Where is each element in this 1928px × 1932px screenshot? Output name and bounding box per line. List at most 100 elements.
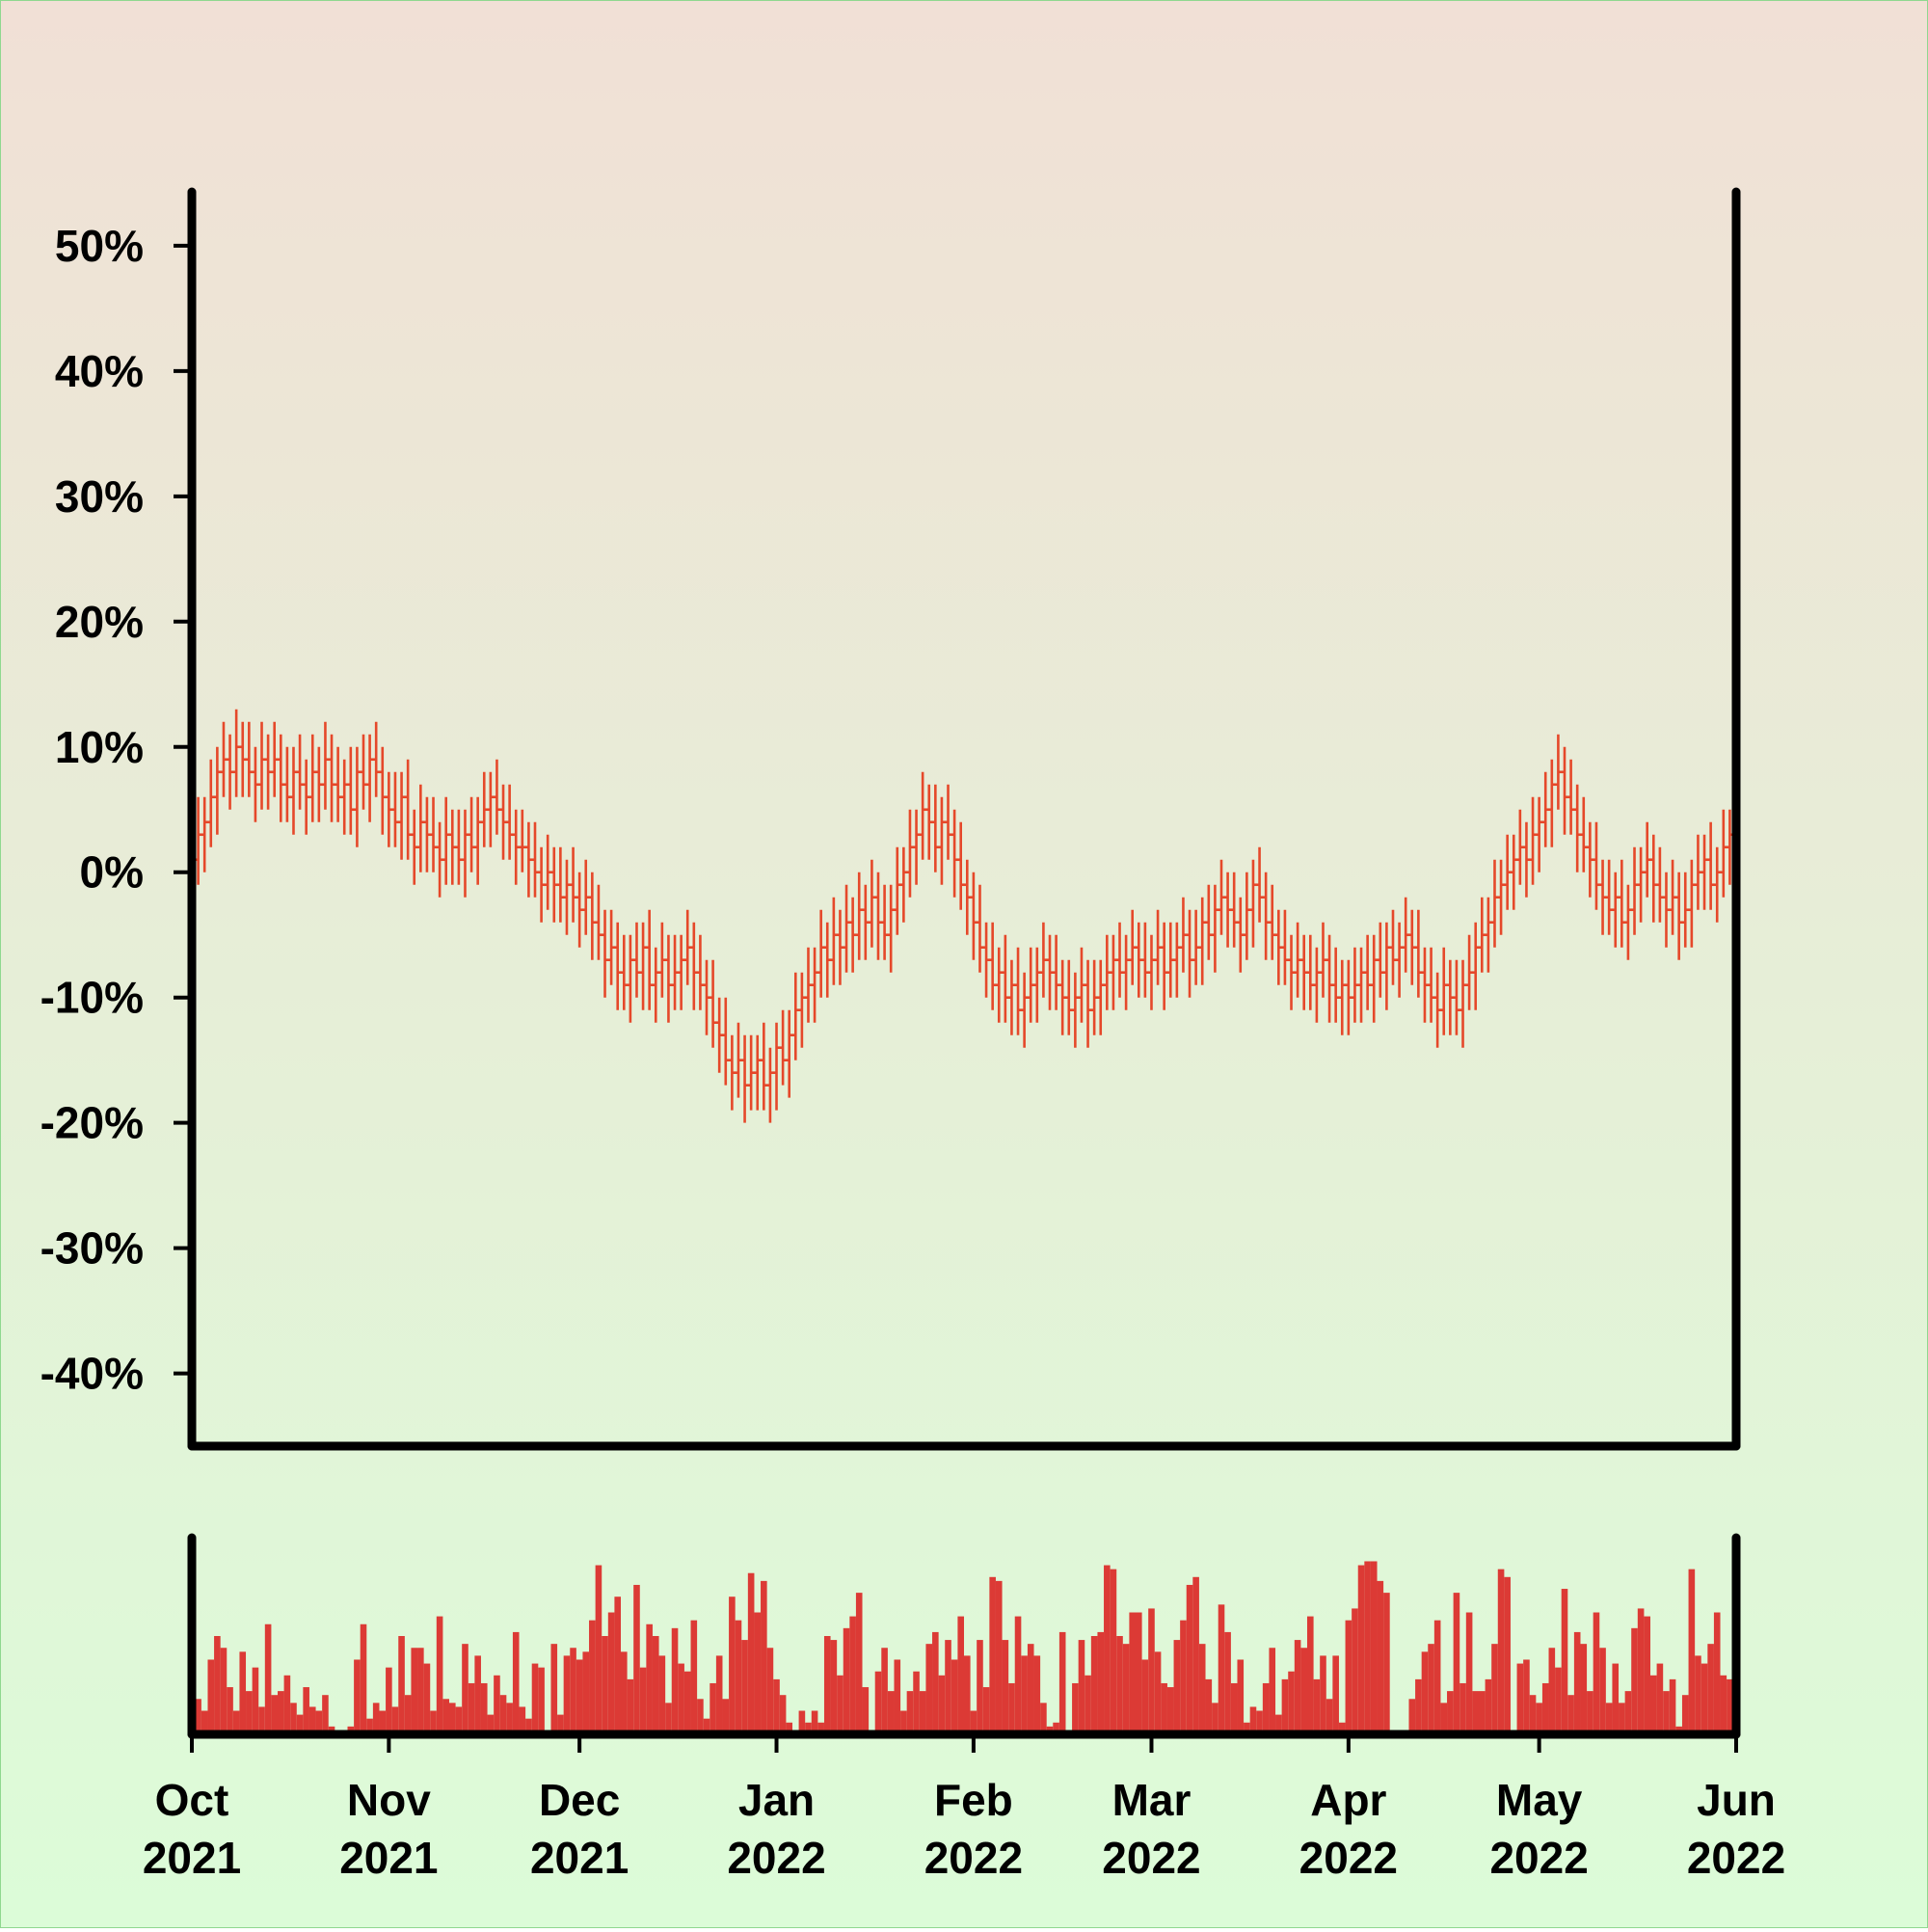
ohlc-bar [683, 909, 691, 985]
ohlc-bar [976, 884, 983, 973]
volume-bar [1713, 1612, 1721, 1734]
ohlc-bar [1681, 872, 1689, 948]
ohlc-bar [1644, 821, 1651, 898]
ohlc-bar [207, 759, 215, 847]
ohlc-bar [1675, 872, 1683, 960]
ohlc-bar [1497, 859, 1505, 935]
ohlc-bar [1306, 934, 1314, 1010]
ohlc-bar [1548, 759, 1556, 847]
ohlc-bar [1173, 922, 1181, 998]
volume-bar [436, 1616, 443, 1734]
volume-bar [386, 1667, 392, 1734]
volume-bar [1021, 1655, 1028, 1734]
ohlc-bar [1421, 947, 1429, 1023]
ohlc-bar [1662, 872, 1670, 948]
ohlc-bar [1580, 796, 1588, 872]
ohlc-bar [945, 784, 952, 860]
ohlc-bar [1014, 947, 1022, 1035]
volume-bar [779, 1695, 787, 1734]
volume-bar [1173, 1640, 1181, 1734]
ohlc-bar [1129, 909, 1137, 985]
volume-bar [1230, 1682, 1238, 1734]
ohlc-bar [855, 872, 863, 960]
ohlc-bar [480, 771, 488, 847]
ohlc-bar [722, 997, 730, 1086]
ohlc-bar [1179, 897, 1187, 973]
volume-bar [360, 1623, 367, 1734]
volume-bar [1536, 1703, 1542, 1734]
volume-bar [455, 1706, 463, 1734]
ohlc-bar [1007, 959, 1015, 1035]
volume-bar [849, 1616, 856, 1734]
volume-bar [837, 1675, 844, 1734]
volume-bar [932, 1631, 939, 1734]
volume-bar [1727, 1678, 1733, 1734]
ohlc-bar [1453, 959, 1460, 1035]
ohlc-bar [442, 796, 450, 885]
ohlc-bar [1288, 934, 1296, 1010]
volume-bar [1663, 1691, 1670, 1734]
ohlc-bar [468, 796, 475, 872]
ohlc-bar [1396, 922, 1404, 998]
volume-bar [1700, 1663, 1708, 1734]
volume-bar [1459, 1682, 1466, 1734]
y-tick-label: 50% [55, 221, 144, 271]
ohlc-bar [1541, 771, 1549, 847]
volume-bar [773, 1678, 780, 1734]
volume-bar [1650, 1675, 1657, 1734]
volume-bar [817, 1722, 824, 1734]
volume-bar [989, 1576, 996, 1734]
x-tick-label: 2022 [1687, 1833, 1785, 1883]
volume-bar [1599, 1648, 1606, 1734]
x-tick-label: 2021 [143, 1833, 241, 1883]
volume-bar [874, 1671, 882, 1734]
volume-bar [494, 1675, 500, 1734]
volume-bar [430, 1710, 437, 1734]
ohlc-bar [1389, 909, 1397, 985]
volume-bar [1465, 1612, 1473, 1734]
ohlc-bar [1300, 934, 1308, 1010]
volume-bar [671, 1627, 679, 1734]
ohlc-bar [931, 784, 939, 872]
ohlc-bar [499, 784, 507, 860]
volume-bar [900, 1710, 907, 1734]
ohlc-bar [1039, 922, 1047, 998]
x-tick-label: May [1496, 1775, 1583, 1825]
ohlc-bar [715, 997, 723, 1073]
ohlc-bar [836, 909, 844, 985]
volume-bar [1364, 1561, 1371, 1734]
ohlc-bar [747, 1034, 755, 1111]
ohlc-bar [1065, 959, 1073, 1035]
volume-bar [1058, 1631, 1066, 1734]
volume-bar [417, 1648, 424, 1734]
volume-bar [1548, 1648, 1556, 1734]
ohlc-bar [252, 746, 259, 822]
volume-bar [1313, 1678, 1321, 1734]
ohlc-bar [1338, 959, 1346, 1035]
ohlc-bar [1364, 934, 1372, 1010]
ohlc-bar [321, 721, 329, 810]
ohlc-bar [1256, 846, 1264, 923]
ohlc-bar [1262, 872, 1270, 960]
ohlc-bar [804, 947, 812, 1023]
volume-bar [258, 1706, 265, 1734]
y-tick-label: 30% [55, 471, 144, 522]
ohlc-bar [213, 746, 221, 835]
volume-bar [1370, 1561, 1378, 1734]
ohlc-bar [1198, 897, 1206, 985]
volume-bar [246, 1691, 253, 1734]
volume-bar [1561, 1589, 1568, 1734]
volume-bar [1320, 1655, 1326, 1734]
ohlc-bar [1465, 934, 1473, 1010]
ohlc-bar [474, 796, 482, 885]
ohlc-bar [1078, 947, 1085, 1023]
volume-bar [1619, 1703, 1625, 1734]
volume-bar [995, 1580, 1003, 1734]
volume-bar [1688, 1569, 1696, 1734]
volume-bar [252, 1667, 259, 1734]
volume-bar [1352, 1608, 1358, 1734]
volume-bar [411, 1648, 418, 1734]
ohlc-bar [227, 734, 234, 810]
ohlc-bar [1516, 809, 1524, 885]
